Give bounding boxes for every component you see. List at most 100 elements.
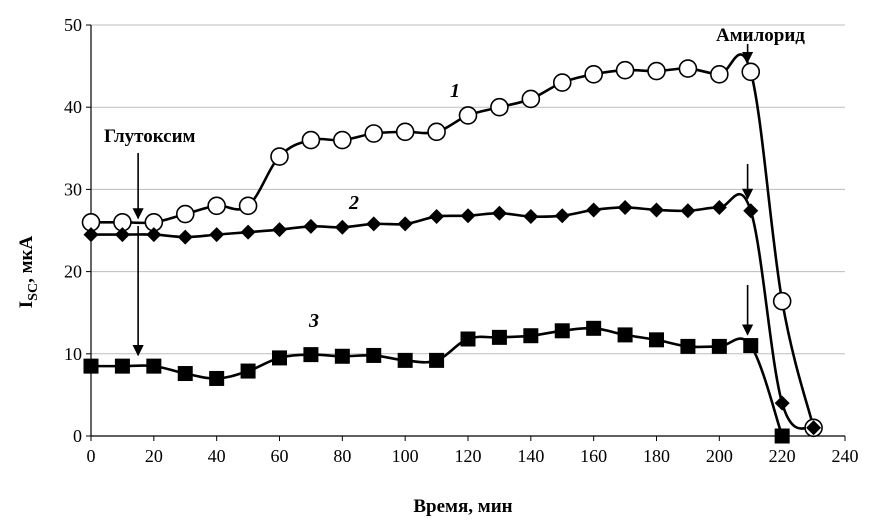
series-3-point-20 (146, 358, 162, 374)
series-2-point-50 (240, 224, 256, 240)
series-2-point-150 (554, 208, 570, 224)
x-tick-label-220: 220 (769, 446, 796, 466)
series-1-point-190 (678, 59, 698, 78)
x-tick-label-40: 40 (208, 446, 226, 466)
series-1-point-50 (238, 196, 258, 216)
y-axis-label: ISC, мкА (16, 236, 41, 309)
y-tick-label-40: 40 (64, 97, 82, 117)
series-3-point-0 (83, 358, 99, 374)
series-3-point-220 (774, 428, 790, 444)
series-markers (81, 59, 823, 444)
series-3-point-210 (743, 338, 759, 354)
series-1-point-180 (647, 61, 666, 81)
series-1-point-200 (710, 65, 729, 84)
series-1-point-90 (364, 124, 384, 143)
series-3-line (91, 326, 784, 437)
series-2-point-170 (617, 199, 633, 215)
series-2-point-160 (586, 202, 602, 218)
series-3-label: 3 (308, 310, 319, 332)
series-2-point-90 (366, 216, 382, 232)
y-axis-label-main: I (16, 301, 37, 308)
series-2-point-230 (806, 420, 822, 436)
series-2-point-80 (334, 219, 350, 235)
x-tick-label-140: 140 (517, 446, 544, 466)
x-tick-label-0: 0 (87, 446, 96, 466)
series-3-point-90 (366, 347, 382, 363)
series-2-label: 2 (348, 192, 359, 214)
series-1-point-130 (490, 97, 509, 117)
series-3-point-60 (272, 350, 287, 366)
series-1-point-100 (395, 122, 415, 142)
y-tick-label-50: 50 (64, 15, 82, 35)
series-3-point-120 (460, 331, 476, 347)
y-tick-labels: 0 10 20 30 40 50 (64, 15, 82, 446)
series-2-point-60 (272, 222, 287, 238)
series-3-point-150 (554, 323, 570, 339)
series-3-point-130 (491, 329, 507, 345)
series-2-point-200 (711, 199, 727, 215)
series-3-point-200 (711, 338, 727, 354)
x-tick-label-160: 160 (580, 446, 607, 466)
series-3-point-170 (617, 327, 633, 343)
series-2-point-10 (114, 227, 130, 243)
x-tick-label-240: 240 (832, 446, 859, 466)
axes (86, 24, 846, 441)
series-2-point-110 (429, 209, 445, 225)
series-3-point-40 (209, 370, 225, 386)
series-2-point-0 (83, 227, 99, 243)
series-2-point-100 (397, 216, 413, 232)
y-axis-label-sub: SC (26, 283, 41, 301)
series-3-point-70 (303, 347, 319, 363)
x-tick-label-20: 20 (145, 446, 163, 466)
series-1-point-80 (333, 130, 352, 150)
series-lines (90, 53, 815, 437)
series-2-line (90, 193, 815, 430)
x-tick-labels: 0 20 40 60 80 100 120 140 160 180 200 220 240 (87, 446, 859, 466)
series-2-point-30 (177, 229, 193, 245)
series-3-point-180 (649, 332, 664, 348)
series-2-point-190 (680, 203, 696, 219)
series-2-point-220 (774, 395, 790, 411)
y-tick-label-20: 20 (64, 262, 82, 282)
series-2-point-40 (209, 227, 225, 243)
series-2-point-120 (460, 208, 476, 224)
series-2-point-70 (303, 218, 319, 234)
x-tick-label-120: 120 (455, 446, 482, 466)
series-2-point-180 (649, 202, 664, 218)
series-1-point-220 (772, 291, 792, 311)
y-tick-label-0: 0 (73, 426, 82, 446)
series-2-point-140 (523, 209, 539, 225)
x-tick-label-180: 180 (643, 446, 670, 466)
series-1-line (91, 53, 815, 429)
series-1-point-170 (615, 60, 635, 80)
series-1-label: 1 (450, 80, 460, 102)
series-1-point-150 (552, 73, 572, 92)
series-3-point-190 (680, 338, 696, 354)
series-1-point-70 (301, 130, 321, 150)
y-axis-label-rest: , мкА (16, 236, 37, 283)
series-1-point-160 (584, 65, 603, 84)
series-1-point-120 (458, 106, 478, 125)
series-1-point-140 (521, 89, 541, 109)
series-3-point-50 (240, 363, 256, 379)
series-2-point-210 (743, 203, 759, 219)
series-3-point-110 (429, 352, 445, 368)
series-3-point-10 (114, 358, 130, 374)
x-tick-label-80: 80 (333, 446, 351, 466)
series-3-point-160 (586, 320, 602, 336)
x-axis-label: Время, мин (413, 496, 512, 517)
grid-lines (91, 24, 845, 355)
y-tick-label-10: 10 (64, 344, 82, 364)
series-1-point-30 (175, 204, 195, 224)
series-1-point-60 (270, 147, 289, 166)
x-tick-label-200: 200 (706, 446, 733, 466)
series-1-point-210 (741, 62, 761, 82)
y-tick-label-30: 30 (64, 179, 82, 199)
series-3-point-80 (334, 348, 350, 364)
series-2-point-20 (146, 227, 162, 243)
x-tick-label-100: 100 (392, 446, 419, 466)
series-3-point-30 (177, 366, 193, 382)
series-3-point-100 (397, 352, 413, 368)
series-1-point-110 (427, 122, 446, 142)
